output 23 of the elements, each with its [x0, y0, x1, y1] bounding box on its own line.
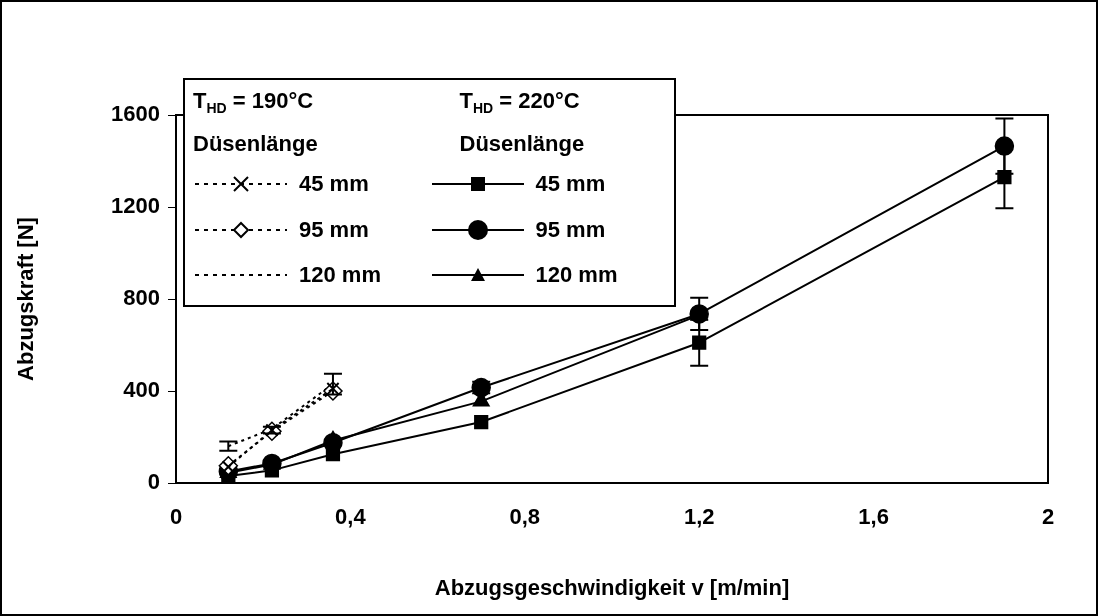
x-tick-label: 0,4 [335, 504, 367, 530]
x-tick-label: 0 [169, 504, 183, 530]
legend-label: 45 mm [535, 171, 606, 198]
y-tick-label: 1600 [111, 101, 160, 127]
x-axis-title: Abzugsgeschwindigkeit v [m/min] [434, 574, 790, 600]
y-tick-label: 0 [147, 469, 160, 495]
legend-label: 120 mm [299, 262, 381, 289]
x-tick-label: 1,2 [683, 504, 715, 530]
y-tick-label: 400 [123, 377, 160, 403]
x-tick-label: 2 [1041, 504, 1055, 530]
annotation: Düsenlänge [458, 129, 586, 158]
y-tick-label: 1200 [111, 193, 160, 219]
x-tick-label: 1,6 [858, 504, 889, 530]
x-tick-label: 0,8 [509, 504, 541, 530]
legend-label: 95 mm [299, 216, 369, 243]
y-tick-label: 800 [123, 285, 160, 311]
annotation: Düsenlänge [193, 129, 319, 158]
legend-label: 95 mm [535, 216, 606, 243]
annotation: T$_{HD}$ = 190°C [193, 87, 315, 119]
annotation: T$_{HD}$ = 220°C [458, 87, 581, 119]
y-axis-title: Abzugskraft [N] [13, 217, 39, 381]
legend-label: 120 mm [535, 262, 618, 289]
legend-label: 45 mm [299, 171, 369, 198]
